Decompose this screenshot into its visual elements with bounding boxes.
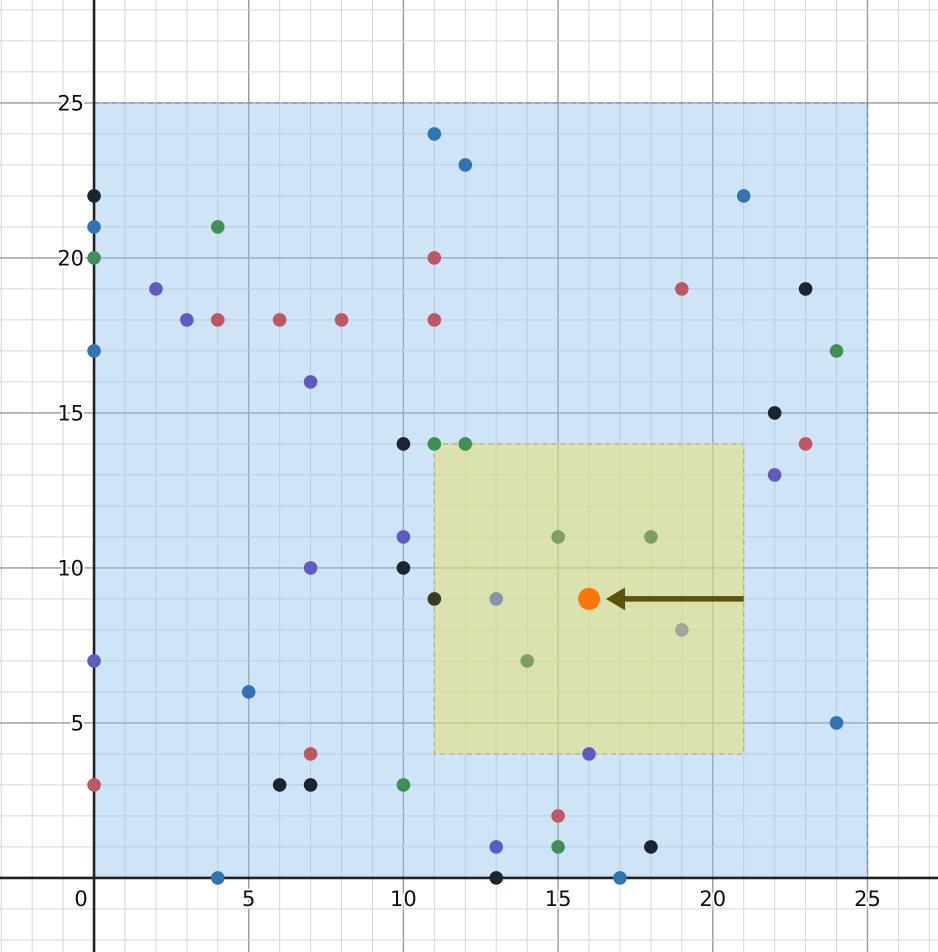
data-point[interactable]: [798, 282, 813, 296]
data-point[interactable]: [427, 437, 442, 451]
data-point[interactable]: [675, 282, 689, 296]
data-point[interactable]: [334, 313, 349, 327]
x-tick-label: 0: [74, 887, 87, 911]
data-point[interactable]: [551, 809, 565, 823]
data-point[interactable]: [396, 778, 411, 792]
data-point[interactable]: [396, 561, 411, 575]
annotation-arrow: [606, 587, 744, 611]
data-point[interactable]: [644, 530, 658, 544]
data-point[interactable]: [644, 840, 658, 854]
highlighted-point[interactable]: [578, 587, 601, 610]
scatter-points: [87, 127, 844, 885]
data-point[interactable]: [582, 747, 596, 761]
axis-labels: 0 5 10 15 20 25 5 10 15 20 25: [55, 89, 883, 912]
data-point[interactable]: [303, 375, 318, 389]
x-tick-label: 20: [699, 887, 726, 911]
data-point[interactable]: [736, 189, 751, 203]
data-point[interactable]: [272, 313, 287, 327]
data-point[interactable]: [396, 530, 411, 544]
data-point[interactable]: [396, 437, 411, 451]
data-point[interactable]: [489, 840, 504, 854]
data-point[interactable]: [87, 654, 101, 668]
x-tick-label: 5: [242, 887, 255, 911]
data-point[interactable]: [427, 313, 442, 327]
data-point[interactable]: [149, 282, 163, 296]
data-point[interactable]: [427, 127, 442, 141]
data-point[interactable]: [272, 778, 287, 792]
data-point[interactable]: [489, 871, 504, 885]
data-point[interactable]: [303, 747, 318, 761]
data-point[interactable]: [427, 592, 442, 606]
data-point[interactable]: [241, 685, 256, 699]
data-point[interactable]: [87, 344, 101, 358]
y-tick-label: 25: [57, 91, 84, 115]
x-tick-label: 15: [545, 887, 572, 911]
x-tick-label: 25: [854, 887, 881, 911]
x-tick-label: 10: [390, 887, 417, 911]
data-point[interactable]: [551, 840, 565, 854]
data-point[interactable]: [458, 437, 473, 451]
data-point[interactable]: [829, 716, 844, 730]
y-tick-label: 20: [57, 246, 84, 270]
data-point[interactable]: [87, 251, 101, 265]
data-point[interactable]: [180, 313, 194, 327]
y-tick-label: 10: [57, 556, 84, 580]
data-point[interactable]: [87, 189, 101, 203]
data-point[interactable]: [210, 313, 225, 327]
data-point[interactable]: [767, 406, 782, 420]
data-point[interactable]: [303, 561, 318, 575]
arrow-head-icon: [606, 587, 626, 611]
data-point[interactable]: [520, 654, 534, 668]
y-tick-label: 15: [57, 401, 84, 425]
y-tick-label: 5: [71, 711, 84, 735]
data-point[interactable]: [87, 220, 101, 234]
data-point[interactable]: [767, 468, 782, 482]
data-point[interactable]: [551, 530, 565, 544]
data-point[interactable]: [427, 251, 442, 265]
data-point[interactable]: [303, 778, 318, 792]
data-point[interactable]: [489, 592, 504, 606]
data-point[interactable]: [829, 344, 844, 358]
data-point[interactable]: [798, 437, 813, 451]
data-point[interactable]: [613, 871, 627, 885]
data-point[interactable]: [210, 220, 225, 234]
data-point[interactable]: [87, 778, 101, 792]
data-point[interactable]: [675, 623, 689, 637]
data-point[interactable]: [458, 158, 473, 172]
data-point[interactable]: [210, 871, 225, 885]
